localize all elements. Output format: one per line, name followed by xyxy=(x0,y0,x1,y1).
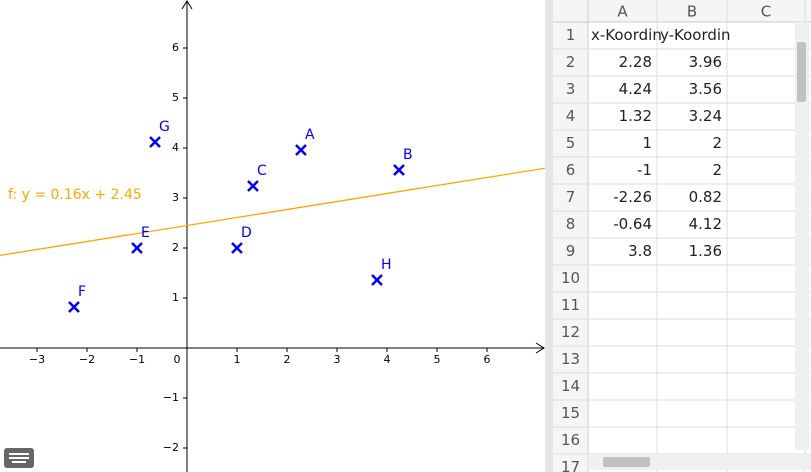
point-marker xyxy=(247,180,259,192)
y-tick-label: −2 xyxy=(163,441,179,454)
line-label: f: y = 0.16x + 2.45 xyxy=(8,187,142,203)
x-tick-label: 5 xyxy=(434,353,441,366)
column-header: A xyxy=(617,3,628,21)
cell: y-Koordin xyxy=(660,26,731,44)
vertical-scrollbar xyxy=(795,22,809,450)
row-number: 11 xyxy=(561,296,580,314)
cell: 3.24 xyxy=(689,107,722,125)
y-tick-label: 2 xyxy=(172,241,179,254)
cell: 2 xyxy=(712,161,722,179)
sheet-background xyxy=(553,0,811,472)
point-label: H xyxy=(381,257,392,273)
x-tick-label: 0 xyxy=(174,353,181,366)
y-tick-label: 3 xyxy=(172,191,179,204)
x-tick-label: −3 xyxy=(29,353,45,366)
cell: -2.26 xyxy=(613,188,652,206)
cell: 2.28 xyxy=(619,53,652,71)
point-label: D xyxy=(241,225,252,241)
row-header-bg xyxy=(553,0,588,472)
point-marker xyxy=(231,242,243,254)
row-number: 15 xyxy=(561,404,580,422)
divider[interactable] xyxy=(545,0,553,472)
horizontal-scroll-thumb xyxy=(603,457,650,467)
y-tick-label: 1 xyxy=(172,291,179,304)
row-number: 3 xyxy=(566,80,576,98)
row-number: 2 xyxy=(566,53,576,71)
line-f xyxy=(0,167,545,257)
row-number: 1 xyxy=(566,26,576,44)
y-tick-label: 6 xyxy=(172,41,179,54)
cell: 4.12 xyxy=(689,215,722,233)
cell: 3.96 xyxy=(689,53,722,71)
point-marker xyxy=(295,144,307,156)
x-tick-label: 6 xyxy=(484,353,491,366)
column-header: B xyxy=(687,3,697,21)
row-number: 6 xyxy=(566,161,576,179)
point-label: C xyxy=(257,163,267,179)
row-number: 12 xyxy=(561,323,580,341)
x-tick-label: 1 xyxy=(234,353,241,366)
column-header: C xyxy=(761,3,771,21)
point-marker xyxy=(393,164,405,176)
point-label: E xyxy=(141,225,150,241)
cell: -0.64 xyxy=(613,215,652,233)
cell: -1 xyxy=(637,161,652,179)
column-header-bg xyxy=(553,0,811,22)
y-tick-label: −1 xyxy=(163,391,179,404)
row-number: 10 xyxy=(561,269,580,287)
cell: 3.8 xyxy=(628,242,652,260)
row-number: 5 xyxy=(566,134,576,152)
point-label: B xyxy=(403,147,413,163)
x-tick-label: 4 xyxy=(384,353,391,366)
row-number: 9 xyxy=(566,242,576,260)
y-tick-label: 4 xyxy=(172,141,179,154)
graphics-view[interactable]: −3 −2 −1 0 1 2 3 4 5 6 −2 −1 1 2 3 4 5 6 f: y = 0.16x + 2.… xyxy=(0,0,545,472)
x-tick-label: −2 xyxy=(79,353,95,366)
keyboard-button[interactable] xyxy=(4,448,34,468)
y-axis-arrow xyxy=(181,0,193,10)
cell: 1 xyxy=(642,134,652,152)
x-tick-label: 3 xyxy=(334,353,341,366)
x-tick-label: −1 xyxy=(129,353,145,366)
row-number: 4 xyxy=(566,107,576,125)
point-marker xyxy=(131,242,143,254)
row-number: 14 xyxy=(561,377,580,395)
x-axis-arrow xyxy=(535,342,545,354)
row-number: 7 xyxy=(566,188,576,206)
cell: 3.56 xyxy=(689,80,722,98)
cell: 4.24 xyxy=(619,80,652,98)
cell: 1.32 xyxy=(619,107,652,125)
row-number: 13 xyxy=(561,350,580,368)
cell: x-Koordin xyxy=(591,26,662,44)
x-tick-label: 2 xyxy=(284,353,291,366)
cell: 2 xyxy=(712,134,722,152)
point-label: G xyxy=(159,119,170,135)
cell: 1.36 xyxy=(689,242,722,260)
point-label: F xyxy=(78,284,86,300)
vertical-scroll-thumb xyxy=(797,42,806,102)
point-label: A xyxy=(305,127,315,143)
y-tick-label: 5 xyxy=(172,91,179,104)
cell: 0.82 xyxy=(689,188,722,206)
point-marker xyxy=(149,136,161,148)
row-number: 16 xyxy=(561,431,580,449)
row-number: 8 xyxy=(566,215,576,233)
point-marker xyxy=(68,301,80,313)
point-marker xyxy=(371,274,383,286)
row-number: 17 xyxy=(561,458,580,472)
